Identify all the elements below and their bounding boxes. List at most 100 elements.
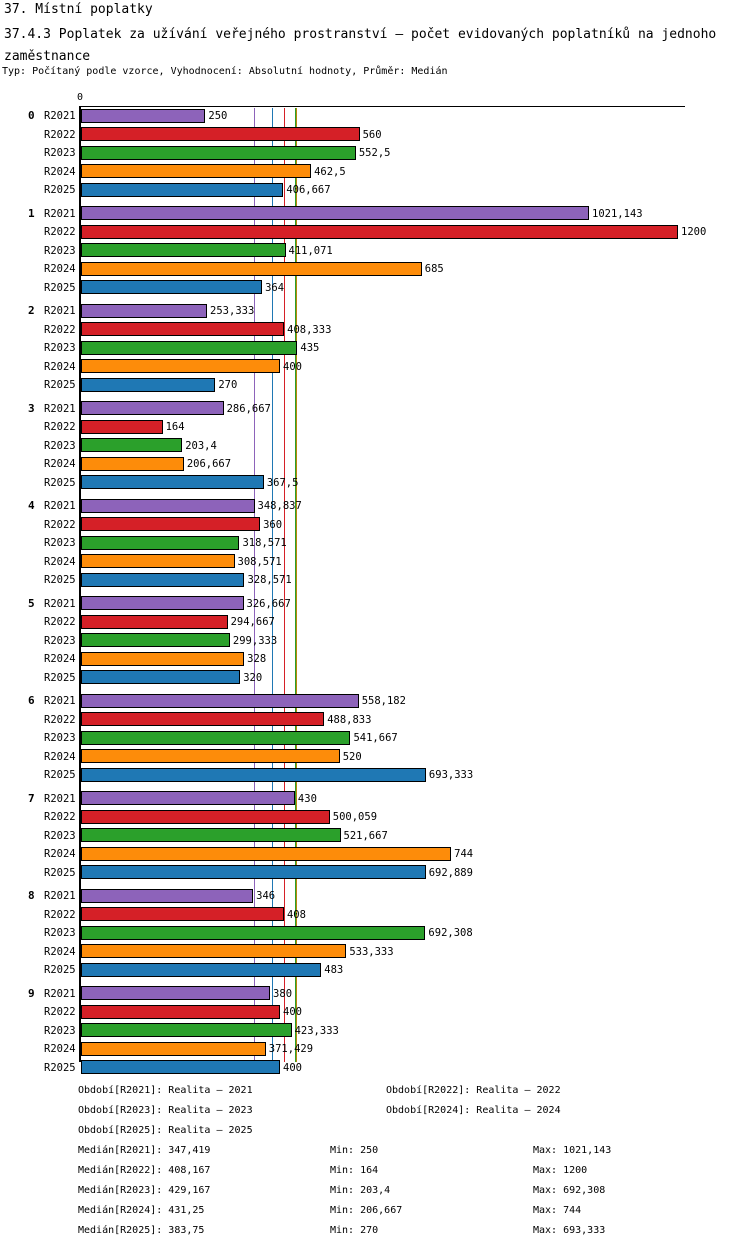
bar-row: R2022 500,059 [0, 808, 750, 827]
bar-r2023[interactable] [81, 438, 183, 452]
bar-value-label: 367,5 [266, 476, 299, 489]
row-label-r2022: R2022 [44, 128, 76, 141]
bar-r2024[interactable] [81, 749, 340, 763]
row-label-r2023: R2023 [44, 244, 76, 257]
stat-median: Medián[R2021]: 347,419 [78, 1145, 211, 1156]
row-label-r2022: R2022 [44, 616, 76, 628]
bar-r2023[interactable] [81, 633, 230, 647]
bar-value-label: 203,4 [185, 439, 217, 452]
bar-r2022[interactable] [81, 1004, 280, 1019]
bar-r2025[interactable] [81, 475, 264, 489]
legend-row: Období[R2023]: Realita – 2023 Období[R20… [0, 1105, 750, 1125]
bar-r2021[interactable] [81, 498, 255, 513]
bar-row: R2022 560 [0, 126, 750, 145]
bar-r2022[interactable] [81, 127, 360, 141]
bar-group: 4 R2021 348,837 R2022 360 R2023 318,571 R2024 30… [0, 497, 750, 590]
bar-r2021[interactable] [81, 888, 254, 903]
bar-row: R2022 400 [0, 1003, 750, 1022]
bar-value-label: 318,571 [242, 537, 287, 549]
group-number: 5 [28, 596, 35, 610]
stats-rows: Medián[R2021]: 347,419 Min: 250 Max: 1021,… [0, 1145, 750, 1245]
bar-r2024[interactable] [81, 944, 347, 958]
bar-r2024[interactable] [81, 846, 452, 861]
bar-r2021[interactable] [81, 693, 359, 708]
bar-groups: 0 R2021 250 R2022 560 R2023 552,5 R2024 462,5 R20… [0, 107, 750, 1082]
bar-r2022[interactable] [81, 224, 678, 239]
bar-row: R2023 521,667 [0, 827, 750, 846]
bar-r2021[interactable] [81, 791, 295, 805]
bar-row: 5 R2021 326,667 [0, 595, 750, 614]
bar-r2022[interactable] [81, 809, 330, 824]
bar-r2025[interactable] [81, 962, 322, 977]
row-label-r2025: R2025 [44, 476, 76, 489]
bar-r2021[interactable] [81, 206, 590, 220]
chart-plot-area: 0 0 R2021 250 R2022 560 R2023 552,5 R2024 462,5 R… [0, 92, 750, 1074]
bar-r2025[interactable] [81, 865, 426, 879]
bar-r2024[interactable] [81, 261, 422, 276]
bar-r2025[interactable] [81, 1060, 280, 1074]
bar-row: R2024 744 [0, 845, 750, 864]
bar-r2021[interactable] [81, 108, 206, 123]
bar-row: 7 R2021 430 [0, 790, 750, 809]
bar-r2025[interactable] [81, 767, 426, 782]
bar-r2024[interactable] [81, 164, 312, 178]
bar-r2025[interactable] [81, 182, 284, 197]
bar-r2022[interactable] [81, 517, 261, 531]
bar-r2023[interactable] [81, 730, 351, 745]
bar-r2025[interactable] [81, 377, 216, 392]
bar-value-label: 206,667 [186, 458, 232, 470]
bar-value-label: 552,5 [358, 147, 391, 159]
bar-value-label: 360 [263, 518, 283, 531]
bar-r2022[interactable] [81, 614, 228, 629]
bar-r2023[interactable] [81, 243, 286, 257]
bar-r2022[interactable] [81, 907, 284, 921]
row-label-r2021: R2021 [44, 110, 76, 122]
row-label-r2025: R2025 [44, 671, 76, 684]
row-label-r2022: R2022 [44, 226, 76, 238]
bar-value-label: 408 [286, 908, 306, 921]
bar-value-label: 371,429 [268, 1043, 314, 1055]
bar-r2023[interactable] [81, 828, 341, 842]
bar-r2024[interactable] [81, 554, 235, 568]
bar-r2021[interactable] [81, 596, 244, 610]
bar-r2021[interactable] [81, 401, 224, 415]
axis-zero-label: 0 [77, 92, 84, 103]
bar-value-label: 400 [283, 1061, 302, 1074]
bar-group: 5 R2021 326,667 R2022 294,667 R2023 299,333 R20… [0, 595, 750, 688]
bar-row: R2025 367,5 [0, 474, 750, 493]
bar-r2022[interactable] [81, 712, 325, 726]
bar-r2024[interactable] [81, 651, 245, 666]
legend-item-r2021: Období[R2021]: Realita – 2021 [78, 1085, 253, 1096]
bar-value-label: 500,059 [332, 811, 378, 823]
bar-r2023[interactable] [81, 340, 298, 355]
bar-r2022[interactable] [81, 419, 163, 434]
bar-r2024[interactable] [81, 359, 280, 373]
bar-value-label: 483 [324, 964, 344, 976]
bar-r2023[interactable] [81, 1023, 292, 1037]
bar-r2025[interactable] [81, 572, 245, 587]
row-label-r2021: R2021 [44, 890, 76, 902]
row-label-r2021: R2021 [44, 500, 76, 512]
bar-group: 6 R2021 558,182 R2022 488,833 R2023 541,667 R20… [0, 692, 750, 785]
bar-r2022[interactable] [81, 322, 285, 336]
row-label-r2021: R2021 [44, 207, 76, 220]
bar-value-label: 328 [247, 653, 267, 665]
bar-row: R2025 406,667 [0, 181, 750, 200]
bar-r2023[interactable] [81, 145, 356, 160]
bar-r2025[interactable] [81, 280, 263, 294]
bar-r2024[interactable] [81, 1041, 266, 1056]
bar-r2021[interactable] [81, 986, 271, 1000]
bar-r2023[interactable] [81, 925, 426, 940]
bar-r2021[interactable] [81, 303, 208, 318]
bar-value-label: 326,667 [246, 597, 291, 610]
row-label-r2022: R2022 [44, 323, 76, 336]
bar-r2025[interactable] [81, 670, 241, 684]
stat-min: Min: 203,4 [330, 1185, 391, 1196]
bar-row: 9 R2021 380 [0, 985, 750, 1004]
row-label-r2022: R2022 [44, 908, 76, 921]
legend-row: Období[R2025]: Realita – 2025 [0, 1125, 750, 1145]
group-number: 0 [28, 109, 35, 122]
bar-r2024[interactable] [81, 456, 184, 471]
bar-r2023[interactable] [81, 535, 240, 550]
bar-value-label: 348,837 [257, 500, 302, 512]
